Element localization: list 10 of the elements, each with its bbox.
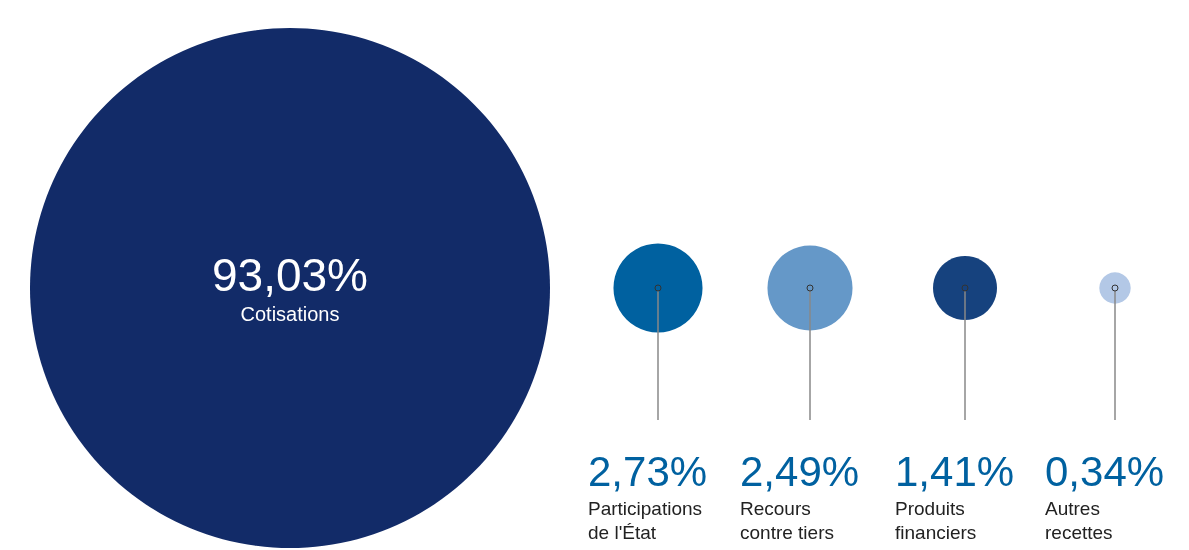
data-label: 0,34%: [1045, 447, 1165, 495]
data-label: 93,03%: [211, 249, 369, 301]
category-label: Recours contre tiers: [740, 497, 834, 543]
category-label: Cotisations: [240, 303, 340, 325]
data-label: 1,41%: [895, 447, 1015, 495]
category-label: Produits financiers: [895, 497, 977, 543]
category-label: Autres recettes: [1045, 497, 1113, 543]
data-label: 2,73%: [588, 447, 708, 495]
category-label: Participations de l'État: [588, 497, 703, 543]
data-label: 2,49%: [740, 447, 860, 495]
